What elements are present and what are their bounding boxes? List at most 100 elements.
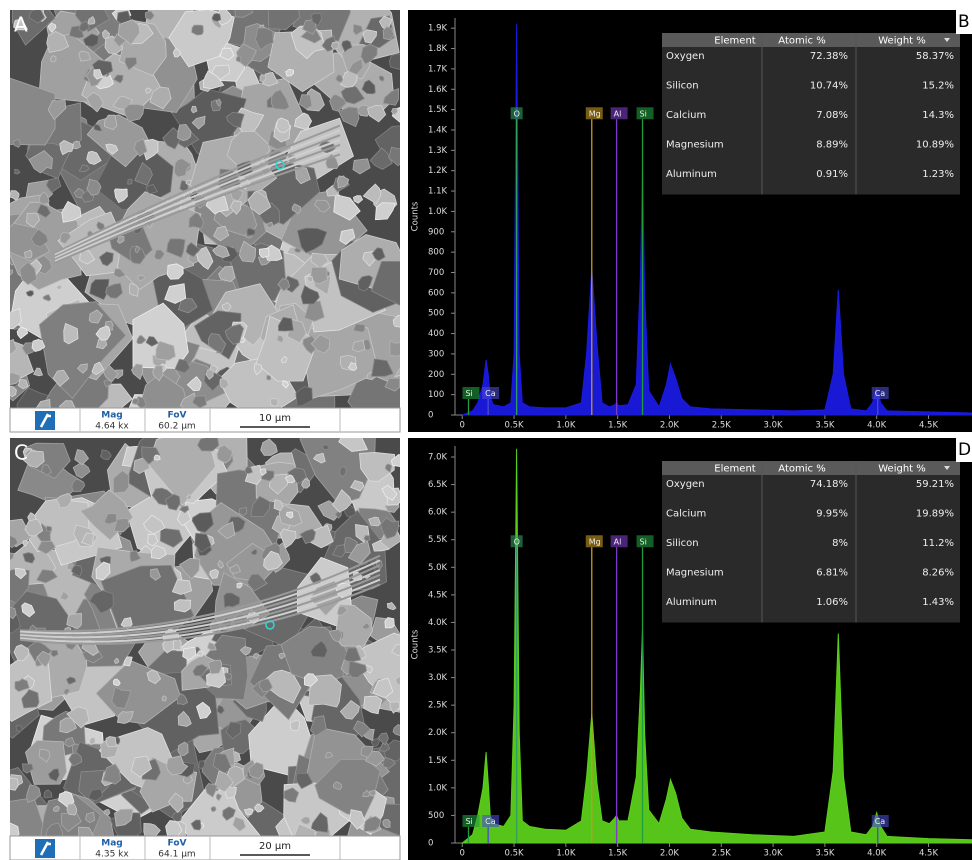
y-tick-label: 900 bbox=[428, 227, 444, 237]
y-tick-label: 1.2K bbox=[428, 166, 448, 176]
x-tick-label: 0.5K bbox=[505, 421, 525, 431]
scale-bar-label: 10 µm bbox=[259, 413, 291, 424]
y-tick-label: 6.0K bbox=[428, 508, 448, 518]
y-axis-label: Counts bbox=[411, 629, 421, 659]
particle bbox=[173, 812, 183, 821]
table-cell: 1.23% bbox=[922, 169, 954, 180]
y-tick-label: 1.0K bbox=[428, 783, 448, 793]
x-tick-label: 2.0K bbox=[660, 849, 680, 859]
table-cell: 19.89% bbox=[916, 509, 954, 520]
y-tick-label: 700 bbox=[428, 268, 444, 278]
result-table: ElementAtomic %Weight %Oxygen74.18%59.21… bbox=[662, 461, 960, 623]
element-label: Mg bbox=[589, 537, 601, 546]
result-table: ElementAtomic %Weight %Oxygen72.38%58.37… bbox=[662, 33, 960, 195]
y-tick-label: 600 bbox=[428, 288, 444, 298]
table-column-header: Weight % bbox=[878, 36, 926, 47]
table-cell: 59.21% bbox=[916, 479, 954, 490]
y-tick-label: 200 bbox=[428, 370, 444, 380]
x-tick-label: 1.0K bbox=[556, 849, 576, 859]
table-column-header: Element bbox=[714, 36, 755, 47]
mag-label: Mag bbox=[101, 839, 122, 849]
table-cell: 1.43% bbox=[922, 597, 954, 608]
table-cell: Silicon bbox=[666, 81, 699, 92]
table-cell: Aluminum bbox=[666, 597, 717, 608]
x-tick-label: 1.0K bbox=[556, 421, 576, 431]
mag-value: 4.35 kx bbox=[95, 850, 129, 860]
table-cell: Oxygen bbox=[666, 51, 705, 62]
x-tick-label: 4.0K bbox=[867, 849, 887, 859]
y-tick-label: 400 bbox=[428, 329, 444, 339]
table-cell: 10.74% bbox=[810, 81, 848, 92]
particle bbox=[239, 507, 247, 515]
fov-label: FoV bbox=[168, 839, 187, 849]
element-label: Ca bbox=[485, 389, 496, 398]
particle bbox=[186, 180, 191, 185]
mag-value: 4.64 kx bbox=[95, 422, 129, 432]
particle bbox=[106, 737, 116, 747]
table-cell: 8.89% bbox=[816, 140, 848, 151]
particle bbox=[162, 696, 167, 701]
table-cell: 7.08% bbox=[816, 110, 848, 121]
table-cell: Magnesium bbox=[666, 568, 724, 579]
particle bbox=[174, 600, 190, 612]
element-label: Ca bbox=[485, 817, 496, 826]
table-cell: 74.18% bbox=[810, 479, 848, 490]
particle bbox=[267, 375, 271, 380]
y-tick-label: 500 bbox=[428, 811, 444, 821]
table-cell: 72.38% bbox=[810, 51, 848, 62]
y-tick-label: 4.5K bbox=[428, 590, 448, 600]
y-tick-label: 6.5K bbox=[428, 480, 448, 490]
particle bbox=[352, 341, 365, 352]
table-cell: Calcium bbox=[666, 509, 706, 520]
figure: AMag4.64 kxFoV60.2 µm10 µmCMag4.35 kxFoV… bbox=[0, 0, 972, 860]
y-tick-label: 1.5K bbox=[428, 105, 448, 115]
element-label: O bbox=[514, 109, 520, 118]
info-bar bbox=[10, 408, 400, 432]
particle bbox=[16, 725, 22, 732]
particle bbox=[270, 399, 278, 406]
y-tick-label: 5.0K bbox=[428, 563, 448, 573]
y-tick-label: 1.0K bbox=[428, 207, 448, 217]
panel-label: D bbox=[958, 440, 971, 460]
particle bbox=[197, 651, 203, 657]
y-tick-label: 1.4K bbox=[428, 125, 448, 135]
particle bbox=[154, 455, 160, 460]
y-tick-label: 800 bbox=[428, 248, 444, 258]
table-cell: Aluminum bbox=[666, 169, 717, 180]
fov-label: FoV bbox=[168, 411, 187, 421]
particle bbox=[290, 720, 300, 730]
x-tick-label: 4.5K bbox=[919, 421, 939, 431]
y-tick-label: 1.5K bbox=[428, 756, 448, 766]
y-tick-label: 1.7K bbox=[428, 64, 448, 74]
y-tick-label: 2.0K bbox=[428, 728, 448, 738]
element-label: Mg bbox=[589, 109, 601, 118]
panel-label: A bbox=[14, 13, 28, 37]
table-cell: Calcium bbox=[666, 110, 706, 121]
y-tick-label: 3.5K bbox=[428, 646, 448, 656]
panel-label: C bbox=[14, 441, 28, 465]
table-cell: 10.89% bbox=[916, 140, 954, 151]
x-tick-label: 2.0K bbox=[660, 421, 680, 431]
sem-content bbox=[0, 407, 427, 860]
table-cell: 1.06% bbox=[816, 597, 848, 608]
x-tick-label: 0.5K bbox=[505, 849, 525, 859]
x-tick-label: 2.5K bbox=[712, 849, 732, 859]
y-tick-label: 1.1K bbox=[428, 187, 448, 197]
table-cell: Silicon bbox=[666, 538, 699, 549]
table-cell: 6.81% bbox=[816, 568, 848, 579]
mag-label: Mag bbox=[101, 411, 122, 421]
y-tick-label: 1.8K bbox=[428, 44, 448, 54]
particle bbox=[212, 14, 221, 22]
particle bbox=[354, 324, 365, 332]
y-tick-label: 100 bbox=[428, 390, 444, 400]
element-label: Ca bbox=[875, 817, 886, 826]
particle bbox=[385, 618, 394, 628]
fov-value: 64.1 µm bbox=[158, 850, 195, 860]
element-label: Si bbox=[465, 817, 472, 826]
y-tick-label: 3.0K bbox=[428, 673, 448, 683]
x-tick-label: 3.5K bbox=[815, 421, 835, 431]
particle bbox=[211, 807, 216, 812]
table-cell: 11.2% bbox=[922, 538, 954, 549]
table-cell: Oxygen bbox=[666, 479, 705, 490]
